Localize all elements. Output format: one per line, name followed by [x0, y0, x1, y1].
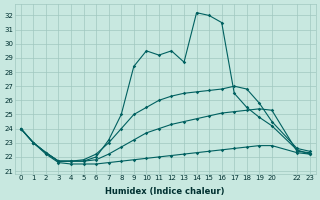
X-axis label: Humidex (Indice chaleur): Humidex (Indice chaleur): [106, 187, 225, 196]
